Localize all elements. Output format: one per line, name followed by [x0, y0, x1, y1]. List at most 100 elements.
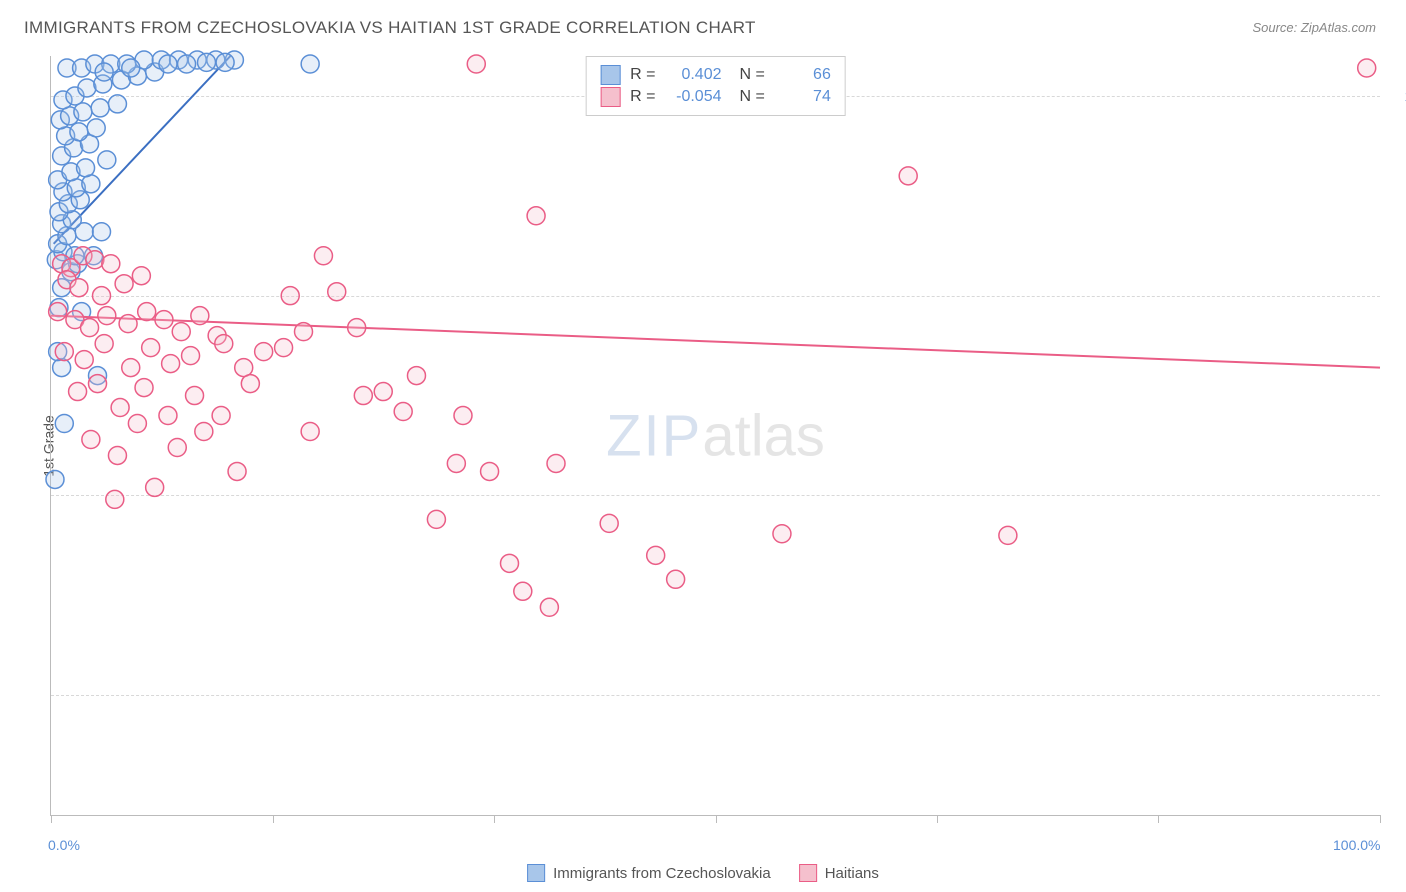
- point-haitian: [122, 359, 140, 377]
- point-haitian: [374, 383, 392, 401]
- bottom-legend-label: Immigrants from Czechoslovakia: [553, 865, 771, 882]
- point-haitian: [135, 379, 153, 397]
- plot-area: ZIPatlas R =0.402N =66R =-0.054N =74 100…: [50, 56, 1380, 816]
- legend-swatch: [799, 864, 817, 882]
- point-haitian: [106, 490, 124, 508]
- point-haitian: [111, 399, 129, 417]
- point-czech: [78, 79, 96, 97]
- point-czech: [77, 159, 95, 177]
- x-label-max: 100.0%: [1333, 837, 1380, 853]
- legend-r-label: R =: [630, 88, 655, 106]
- point-haitian: [212, 407, 230, 425]
- point-haitian: [146, 478, 164, 496]
- legend-n-label: N =: [740, 66, 765, 84]
- point-haitian: [215, 335, 233, 353]
- point-haitian: [454, 407, 472, 425]
- point-haitian: [119, 315, 137, 333]
- point-haitian: [314, 247, 332, 265]
- point-czech: [87, 119, 105, 137]
- legend-r-value: -0.054: [666, 88, 722, 106]
- point-haitian: [162, 355, 180, 373]
- y-tick-label: 100.0%: [1392, 88, 1406, 104]
- point-haitian: [600, 514, 618, 532]
- point-haitian: [999, 526, 1017, 544]
- point-haitian: [168, 438, 186, 456]
- point-haitian: [93, 287, 111, 305]
- point-haitian: [69, 383, 87, 401]
- x-tick: [51, 815, 52, 823]
- plot-svg: [51, 56, 1380, 815]
- point-haitian: [255, 343, 273, 361]
- trend-line-haitian: [51, 316, 1380, 368]
- point-haitian: [514, 582, 532, 600]
- point-haitian: [159, 407, 177, 425]
- point-haitian: [172, 323, 190, 341]
- correlation-legend: R = 0.402 N = 66 R = -0.054 N = 74: [585, 56, 846, 116]
- bottom-legend: Immigrants from Czechoslovakia Haitians: [527, 864, 879, 882]
- point-haitian: [301, 423, 319, 441]
- point-czech: [46, 470, 64, 488]
- point-czech: [216, 53, 234, 71]
- legend-n-value: 74: [775, 88, 831, 106]
- point-czech: [197, 53, 215, 71]
- x-tick: [494, 815, 495, 823]
- x-tick: [716, 815, 717, 823]
- point-haitian: [128, 415, 146, 433]
- point-czech: [301, 55, 319, 73]
- point-haitian: [295, 323, 313, 341]
- legend-r-value: 0.402: [666, 66, 722, 84]
- point-haitian: [647, 546, 665, 564]
- x-label-min: 0.0%: [48, 837, 80, 853]
- point-haitian: [195, 423, 213, 441]
- point-haitian: [155, 311, 173, 329]
- point-haitian: [49, 303, 67, 321]
- point-haitian: [89, 375, 107, 393]
- point-haitian: [81, 319, 99, 337]
- point-czech: [53, 359, 71, 377]
- point-haitian: [394, 403, 412, 421]
- point-haitian: [182, 347, 200, 365]
- bottom-legend-item-haitian: Haitians: [799, 864, 879, 882]
- point-czech: [95, 63, 113, 81]
- point-haitian: [540, 598, 558, 616]
- bottom-legend-label: Haitians: [825, 865, 879, 882]
- point-haitian: [407, 367, 425, 385]
- chart-container: IMMIGRANTS FROM CZECHOSLOVAKIA VS HAITIA…: [0, 0, 1406, 892]
- point-haitian: [547, 454, 565, 472]
- point-haitian: [275, 339, 293, 357]
- point-haitian: [228, 462, 246, 480]
- point-haitian: [447, 454, 465, 472]
- point-haitian: [354, 387, 372, 405]
- point-haitian: [142, 339, 160, 357]
- chart-title: IMMIGRANTS FROM CZECHOSLOVAKIA VS HAITIA…: [24, 18, 756, 38]
- point-czech: [122, 59, 140, 77]
- legend-swatch: [527, 864, 545, 882]
- bottom-legend-item-czech: Immigrants from Czechoslovakia: [527, 864, 771, 882]
- point-haitian: [501, 554, 519, 572]
- point-haitian: [481, 462, 499, 480]
- point-haitian: [1358, 59, 1376, 77]
- legend-swatch: [600, 65, 620, 85]
- point-haitian: [773, 525, 791, 543]
- point-czech: [178, 55, 196, 73]
- point-haitian: [132, 267, 150, 285]
- legend-n-value: 66: [775, 66, 831, 84]
- y-tick-label: 92.5%: [1392, 687, 1406, 703]
- point-haitian: [98, 307, 116, 325]
- point-haitian: [82, 430, 100, 448]
- point-czech: [55, 415, 73, 433]
- x-tick: [1380, 815, 1381, 823]
- point-czech: [70, 123, 88, 141]
- point-haitian: [102, 255, 120, 273]
- point-haitian: [348, 319, 366, 337]
- legend-r-label: R =: [630, 66, 655, 84]
- point-czech: [98, 151, 116, 169]
- point-haitian: [138, 303, 156, 321]
- legend-n-label: N =: [740, 88, 765, 106]
- point-haitian: [186, 387, 204, 405]
- point-czech: [108, 95, 126, 113]
- y-tick-label: 97.5%: [1392, 288, 1406, 304]
- point-haitian: [899, 167, 917, 185]
- point-haitian: [467, 55, 485, 73]
- y-tick-label: 95.0%: [1392, 487, 1406, 503]
